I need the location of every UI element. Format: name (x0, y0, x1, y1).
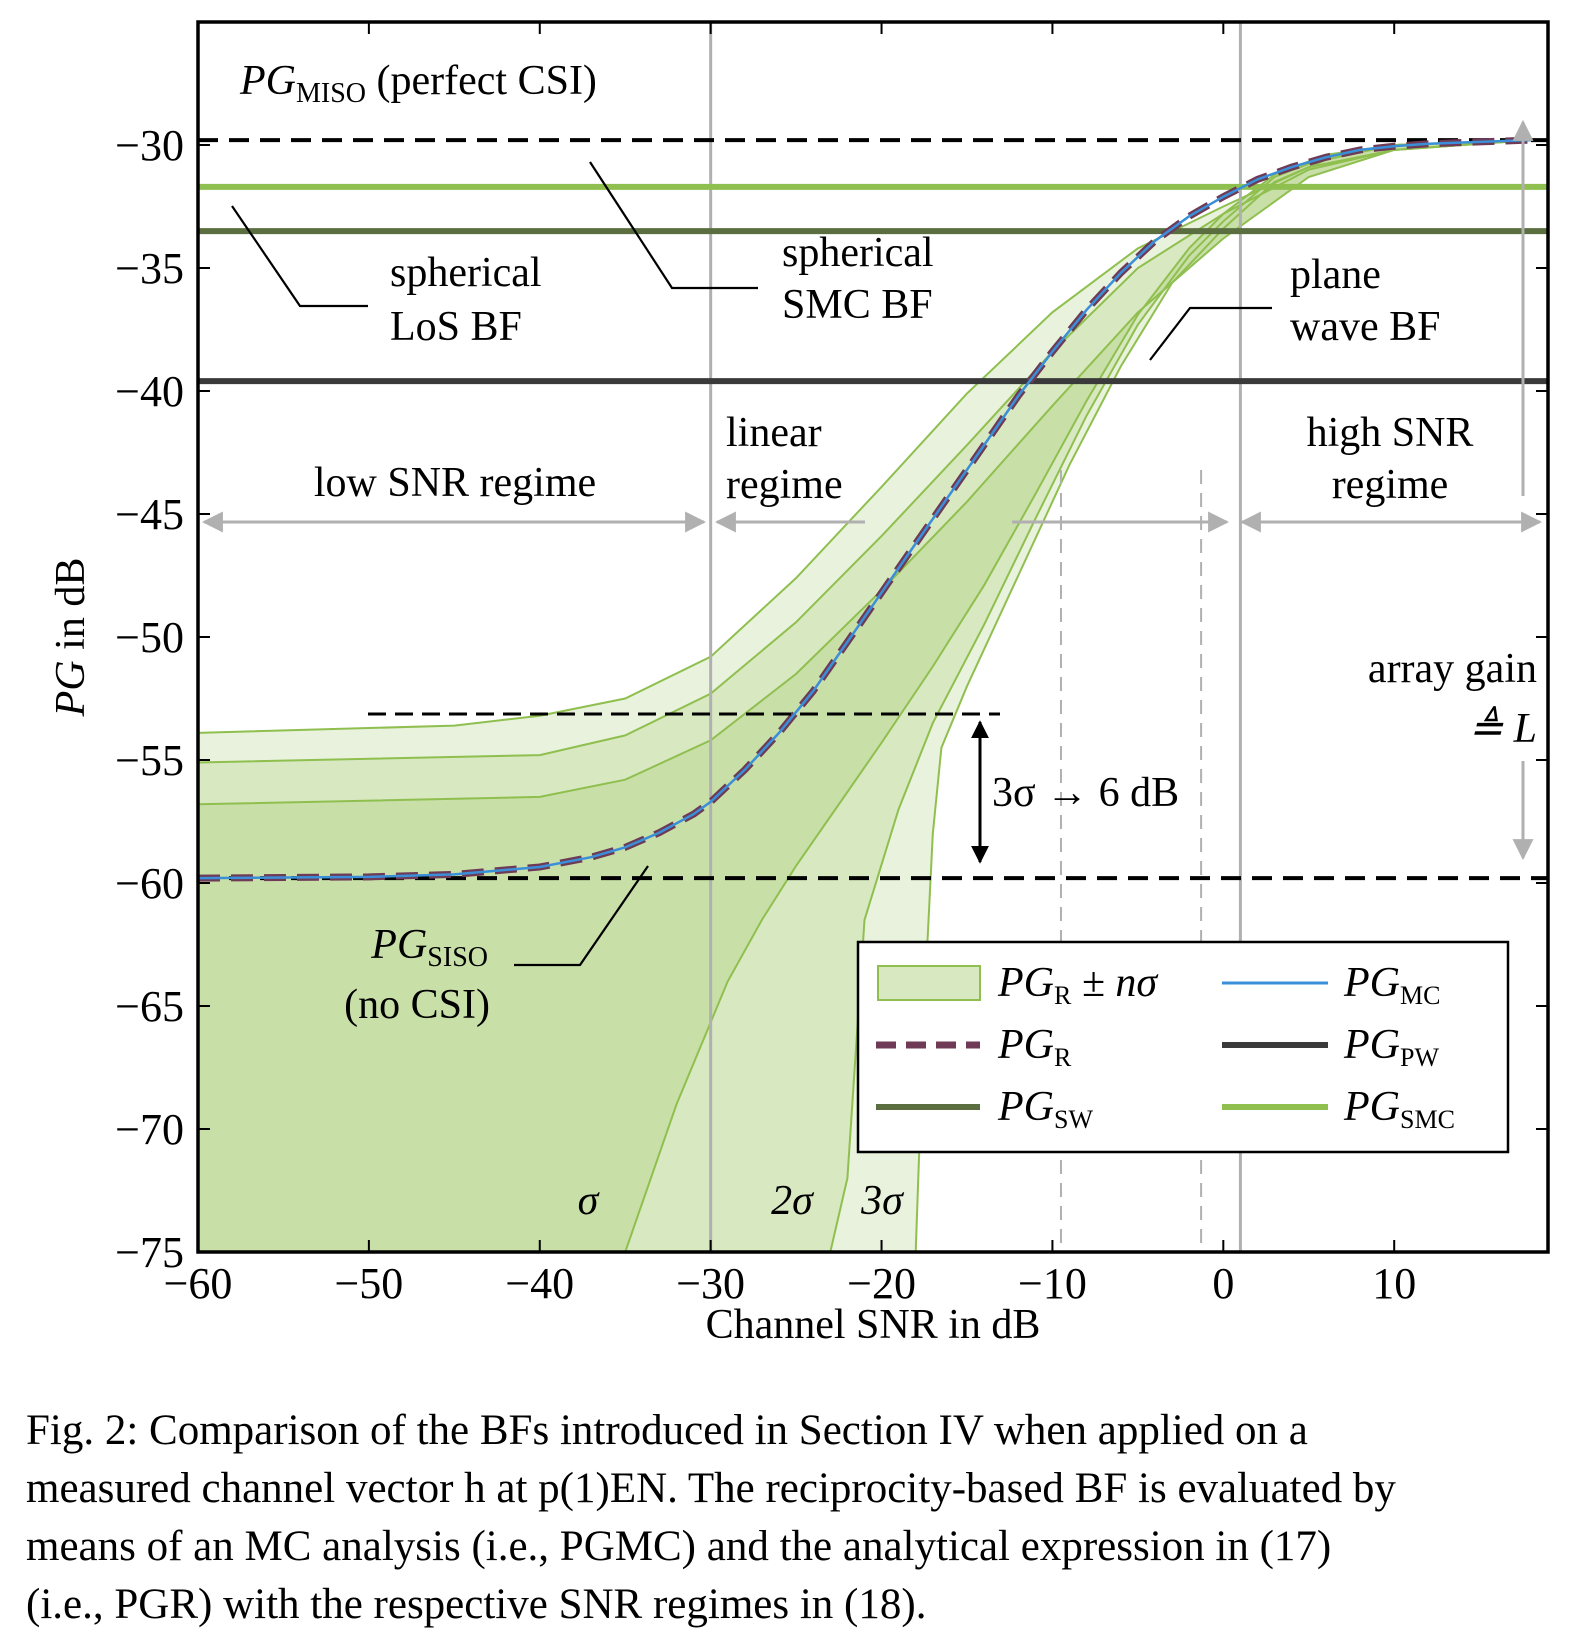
band-upper-edge-1sigma (198, 139, 1531, 806)
low-regime-label: low SNR regime (314, 460, 596, 506)
high-regime-line2: regime (1332, 462, 1449, 508)
linear-regime-line2: regime (726, 462, 843, 508)
y-tick-label: −35 (115, 244, 184, 293)
y-tick-label: −75 (115, 1228, 184, 1277)
series-pg-mc (198, 138, 1531, 880)
x-tick-label: 0 (1212, 1259, 1234, 1308)
chart-figure: −60 −50 −40 −30 −20 −10 0 10 −30 −35 −40 −45 −50 −55 −… (48, 20, 1550, 1348)
plot-frame (196, 20, 1550, 1254)
los-leader (231, 205, 368, 308)
legend-label-smc: PGSMC (1343, 1084, 1455, 1134)
x-tick-label: −40 (505, 1259, 574, 1308)
y-tick-label: −65 (115, 982, 184, 1031)
array-gain-line2: ≜ L (1468, 706, 1537, 752)
legend-label-sw: PGSW (997, 1084, 1093, 1134)
reference-lines (198, 138, 1548, 881)
x-axis-label: Channel SNR in dB (706, 1302, 1041, 1348)
x-tick-label: −50 (334, 1259, 403, 1308)
x-tick-label: −60 (164, 1259, 233, 1308)
leader-lines (231, 161, 1272, 967)
y-tick-label: −55 (115, 736, 184, 785)
pw-leader (1149, 306, 1272, 361)
x-tick-label: −20 (847, 1259, 916, 1308)
miso-label: PGMISO (perfect CSI) (239, 58, 597, 109)
x-tick-label: −30 (676, 1259, 745, 1308)
legend: PGR ± nσ PGMC PGR PGPW PGSW PGSMC (856, 940, 1510, 1154)
sigma1-label: σ (578, 1178, 601, 1224)
series-lines (198, 136, 1532, 882)
axis-ticks: −60 −50 −40 −30 −20 −10 0 10 −30 −35 −40 −45 −50 −55 −… (115, 22, 1548, 1308)
siso-label-line2: (no CSI) (344, 982, 490, 1028)
caption-line-3: means of an MC analysis (i.e., PGMC) and… (26, 1523, 1332, 1570)
caption-line-1: Fig. 2: Comparison of the BFs introduced… (26, 1407, 1308, 1454)
band-fill-1sigma (198, 140, 1531, 1252)
three-sigma-label: 3σ → 6 dB (992, 770, 1179, 816)
smc-label-line1: spherical (782, 230, 934, 276)
sigma-bands (198, 139, 1531, 1252)
y-tick-label: −70 (115, 1105, 184, 1154)
regime-arrows (201, 119, 1543, 861)
legend-label-r: PGR (997, 1022, 1072, 1072)
legend-label-band: PGR ± nσ (997, 960, 1159, 1010)
legend-label-mc: PGMC (1343, 960, 1440, 1010)
smc-label-line2: SMC BF (782, 282, 933, 328)
caption-line-2: measured channel vector h at p(1)EN. The… (26, 1465, 1396, 1512)
array-gain-line1: array gain (1368, 646, 1537, 692)
y-tick-label: −30 (115, 121, 184, 170)
siso-leader (514, 865, 649, 967)
sigma3-label: 3σ (860, 1178, 905, 1224)
band-upper-edge-2sigma (198, 139, 1531, 764)
smc-leader (589, 161, 758, 290)
figure-caption: Fig. 2: Comparison of the BFs introduced… (26, 1402, 1562, 1634)
sigma2-label: 2σ (771, 1178, 815, 1224)
annotations: PGMISO (perfect CSI) spherical LoS BF sp… (239, 58, 1537, 1224)
y-axis-label: PG in dB (48, 558, 94, 718)
los-label-line2: LoS BF (390, 304, 522, 350)
linear-regime-line1: linear (726, 410, 822, 456)
legend-swatch-band (877, 965, 981, 1001)
los-label-line1: spherical (390, 250, 542, 296)
y-tick-label: −60 (115, 859, 184, 908)
y-tick-label: −50 (115, 613, 184, 662)
pw-label-line1: plane (1290, 252, 1381, 298)
caption-line-4: (i.e., PGR) with the respective SNR regi… (26, 1581, 927, 1628)
y-tick-label: −45 (115, 490, 184, 539)
siso-label: PGSISO (370, 922, 488, 973)
high-regime-line1: high SNR (1307, 410, 1474, 456)
x-tick-label: 10 (1372, 1259, 1416, 1308)
y-tick-label: −40 (115, 367, 184, 416)
x-tick-label: −10 (1018, 1259, 1087, 1308)
pw-label-line2: wave BF (1290, 304, 1441, 350)
legend-label-pw: PGPW (1343, 1022, 1439, 1072)
